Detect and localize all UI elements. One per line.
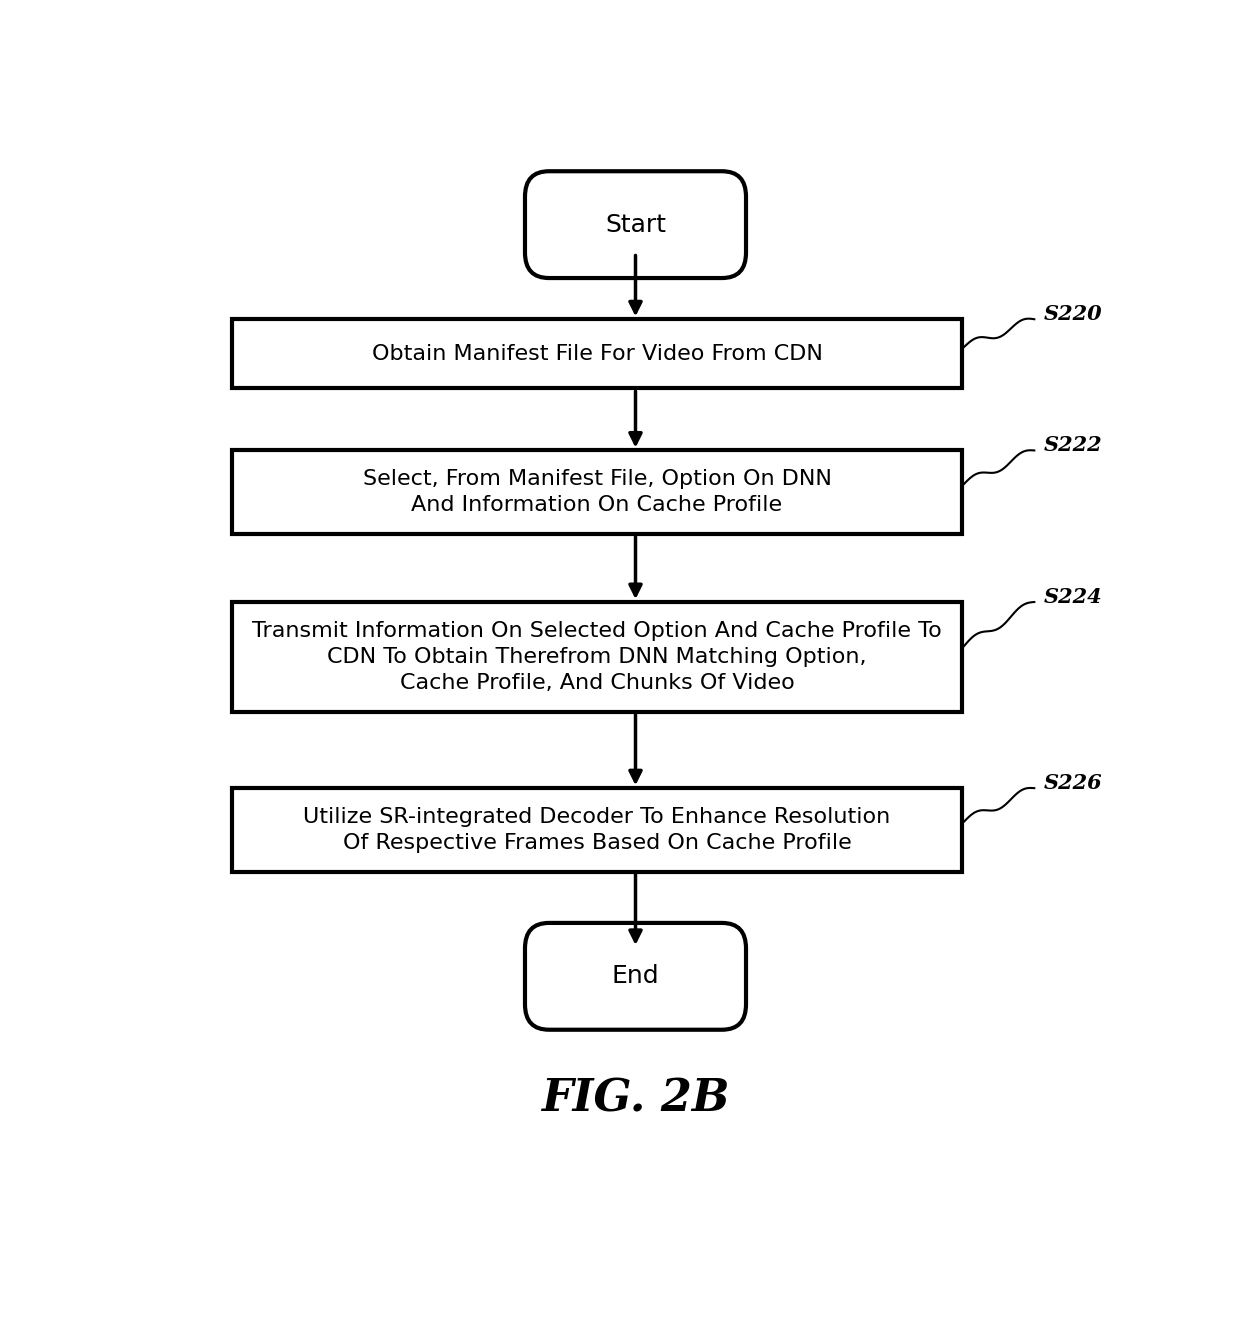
FancyBboxPatch shape <box>525 923 746 1030</box>
Text: Start: Start <box>605 213 666 236</box>
Text: Transmit Information On Selected Option And Cache Profile To
CDN To Obtain There: Transmit Information On Selected Option … <box>252 621 942 694</box>
Text: FIG. 2B: FIG. 2B <box>541 1078 730 1122</box>
Text: S224: S224 <box>1044 587 1102 606</box>
Text: Obtain Manifest File For Video From CDN: Obtain Manifest File For Video From CDN <box>372 343 822 363</box>
FancyBboxPatch shape <box>232 602 962 712</box>
Text: Select, From Manifest File, Option On DNN
And Information On Cache Profile: Select, From Manifest File, Option On DN… <box>362 469 832 515</box>
Text: S226: S226 <box>1044 773 1102 793</box>
FancyBboxPatch shape <box>232 789 962 872</box>
Text: End: End <box>611 964 660 988</box>
Text: Utilize SR-integrated Decoder To Enhance Resolution
Of Respective Frames Based O: Utilize SR-integrated Decoder To Enhance… <box>304 807 890 853</box>
FancyBboxPatch shape <box>232 320 962 388</box>
Text: S220: S220 <box>1044 304 1102 324</box>
Text: S222: S222 <box>1044 436 1102 456</box>
FancyBboxPatch shape <box>232 450 962 534</box>
FancyBboxPatch shape <box>525 172 746 277</box>
